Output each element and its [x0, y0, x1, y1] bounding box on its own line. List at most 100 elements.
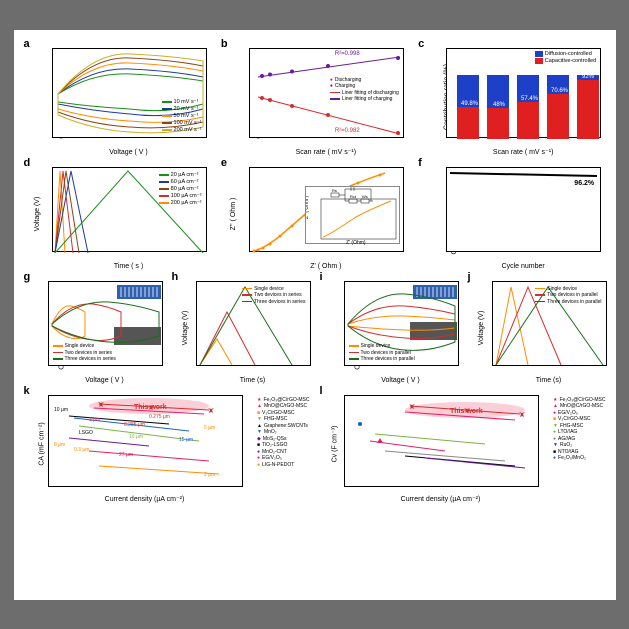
r2-top: R²=0.998 [335, 51, 360, 57]
panel-label-e: e [221, 157, 227, 169]
panel-j: j Voltage (V) Single device Two devices … [466, 273, 608, 383]
legend-h: Single device Two devices in series Thre… [242, 286, 305, 306]
leg-b-1: Charging [335, 83, 355, 89]
ylabel-e: Z'' ( Ohm ) [230, 197, 237, 230]
svg-text:10 µm: 10 µm [129, 434, 143, 440]
leg-j-2: Three devices in parallel [547, 299, 601, 305]
panel-label-d: d [24, 157, 31, 169]
leg-h-1: Two devices in series [254, 292, 302, 298]
leg-k-0: Fe₂O₃@C/rGO-MSC [264, 397, 310, 403]
leg-l-2: EG/V₂O₅ [558, 410, 578, 416]
leg-k-7: TiO₂-LSGO [262, 442, 287, 448]
plot-l: This work [344, 395, 539, 487]
leg-k-4: Graphene:SWCNTs [264, 423, 308, 429]
panel-k: k CA (mF cm⁻²) This work 10 µm 1 µm 0.27… [22, 387, 312, 502]
panel-label-a: a [24, 38, 30, 50]
leg-l-0: Fe₂O₃@C/rGO-MSC [560, 397, 606, 403]
legend-g: Single device Two devices in series Thre… [53, 343, 116, 363]
panel-label-k: k [24, 385, 30, 397]
leg-l-6: AG//AG [558, 436, 575, 442]
leg-h-2: Three devices in series [254, 299, 305, 305]
leg-l-5: LTO//AG [558, 429, 577, 435]
panel-label-i: i [320, 271, 323, 283]
plot-j: Single device Two devices in parallel Th… [492, 281, 607, 366]
xlabel-j: Time (s) [536, 377, 561, 384]
leg-k-9: EG/V₂O₅ [262, 455, 282, 461]
leg-a-1: 20 mV s⁻¹ [174, 106, 199, 113]
leg-k-8: MnO₂-CNT [262, 449, 287, 455]
retention-label: 96.2% [574, 180, 594, 187]
plot-b: R²=0.998 R²=0.982 ●Discharging ●Charging… [249, 48, 404, 138]
plot-k: This work 10 µm 1 µm 0.275 µm 0.285 µm 5… [48, 395, 243, 487]
panel-b: b Current density ( mA cm⁻²) R²=0.998 R²… [219, 40, 410, 155]
leg-l-1: MnO@C/rGO-MSC [560, 403, 603, 409]
svg-text:5 µm: 5 µm [204, 425, 215, 431]
leg-b-0: Discharging [335, 77, 361, 83]
bars [457, 75, 599, 139]
leg-k-2: V₂C/rGO-MSC [262, 410, 295, 416]
r2-bot: R²=0.982 [335, 128, 360, 134]
leg-k-5: MnO₂ [264, 429, 277, 435]
leg-l-8: NTO//AG [558, 449, 578, 455]
legend-d: 20 µA cm⁻² 60 µA cm⁻² 80 µA cm⁻² 100 µA … [159, 172, 202, 207]
ylabel-d: Voltage (V) [33, 196, 40, 231]
panel-i: i Current density ( mA cm⁻²) Single devi… [318, 273, 460, 383]
inset-e: Rs Cf Rct Ws Z'' ( Ohm ) [305, 186, 400, 244]
legend-c: Diffusion-controlled Capacitive-controll… [535, 51, 596, 65]
panel-h: h Voltage (V) Single device Two devices … [170, 273, 312, 383]
leg-k-1: MnO@C/rGO-MSC [264, 403, 307, 409]
figure-container: a Current density ( mA cm⁻²) 10 mV s⁻¹ 2… [14, 30, 616, 600]
leg-a-0: 10 mV s⁻¹ [174, 99, 199, 106]
leg-i-1: Two devices in parallel [361, 350, 411, 356]
plot-e: Rs Cf Rct Ws Z'' ( Ohm ) [249, 167, 404, 252]
leg-a-4: 200 mV s⁻¹ [174, 127, 202, 134]
panel-d: d Voltage (V) 20 µA cm⁻² 60 µA cm⁻² 80 µ… [22, 159, 213, 269]
leg-a-3: 100 mV s⁻¹ [174, 120, 202, 127]
xlabel-b: Scan rate ( mV s⁻¹) [296, 148, 356, 156]
ylabel-h: Voltage (V) [181, 310, 188, 345]
leg-j-1: Two devices in parallel [547, 292, 597, 298]
panel-label-l: l [320, 385, 323, 397]
ylabel-l: Cv (F cm⁻³) [330, 426, 338, 463]
leg-l-7: RuO₂ [560, 442, 572, 448]
leg-g-0: Single device [65, 343, 95, 349]
svg-text:0.3 µm: 0.3 µm [74, 447, 89, 453]
leg-d-0: 20 µA cm⁻² [171, 172, 199, 179]
svg-text:0.285 µm: 0.285 µm [124, 422, 145, 428]
panel-f: f Capacitance retention (%) 96.2% Cycle … [416, 159, 607, 269]
svg-text:70.6%: 70.6% [551, 88, 569, 94]
leg-j-0: Single device [547, 286, 577, 292]
xlabel-f: Cycle number [502, 263, 545, 270]
leg-b-3: Liner fitting of charging [342, 96, 393, 102]
leg-l-3: V₂C/rGO-MSC [558, 416, 591, 422]
plot-f: 96.2% [446, 167, 601, 252]
svg-text:10 µm: 10 µm [54, 407, 68, 413]
svg-text:57.4%: 57.4% [521, 96, 539, 102]
xlabel-h: Time (s) [240, 377, 265, 384]
xlabel-d: Time ( s ) [114, 263, 143, 270]
legend-b: ●Discharging ●Charging Liner fitting of … [330, 77, 399, 103]
legend-a: 10 mV s⁻¹ 20 mV s⁻¹ 50 mV s⁻¹ 100 mV s⁻¹… [162, 99, 202, 134]
leg-g-1: Two devices in series [65, 350, 113, 356]
leg-a-2: 50 mV s⁻¹ [174, 113, 199, 120]
svg-text:92%: 92% [582, 74, 595, 80]
svg-text:0.275 µm: 0.275 µm [149, 414, 170, 420]
plot-c: 49.8% 48% 57.4% 70.6% 92% Diffusion-cont… [446, 48, 601, 138]
leg-d-4: 200 µA cm⁻² [171, 200, 202, 207]
leg-k-6: MoS₂-QSs [263, 436, 287, 442]
xlabel-a: Voltage ( V ) [109, 149, 148, 156]
legend-i: Single device Two devices in parallel Th… [349, 343, 415, 363]
panel-label-c: c [418, 38, 424, 50]
plot-d: 20 µA cm⁻² 60 µA cm⁻² 80 µA cm⁻² 100 µA … [52, 167, 207, 252]
leg-l-4: FHG-MSC [560, 423, 583, 429]
panel-c: c Contribution ratio (%) 49.8% 48% 57.4%… [416, 40, 607, 155]
panel-label-b: b [221, 38, 228, 50]
leg-b-2: Liner fitting of discharging [342, 90, 399, 96]
panel-label-f: f [418, 157, 422, 169]
panel-a: a Current density ( mA cm⁻²) 10 mV s⁻¹ 2… [22, 40, 213, 155]
leg-k-10: LIG-N-PEDOT [262, 462, 294, 468]
svg-text:8 µm: 8 µm [54, 442, 65, 448]
xlabel-l: Current density (µA cm⁻²) [401, 495, 481, 503]
plot-g: Single device Two devices in series Thre… [48, 281, 163, 366]
leg-l-9: Fe₂O₃/MnO₂ [558, 455, 586, 461]
